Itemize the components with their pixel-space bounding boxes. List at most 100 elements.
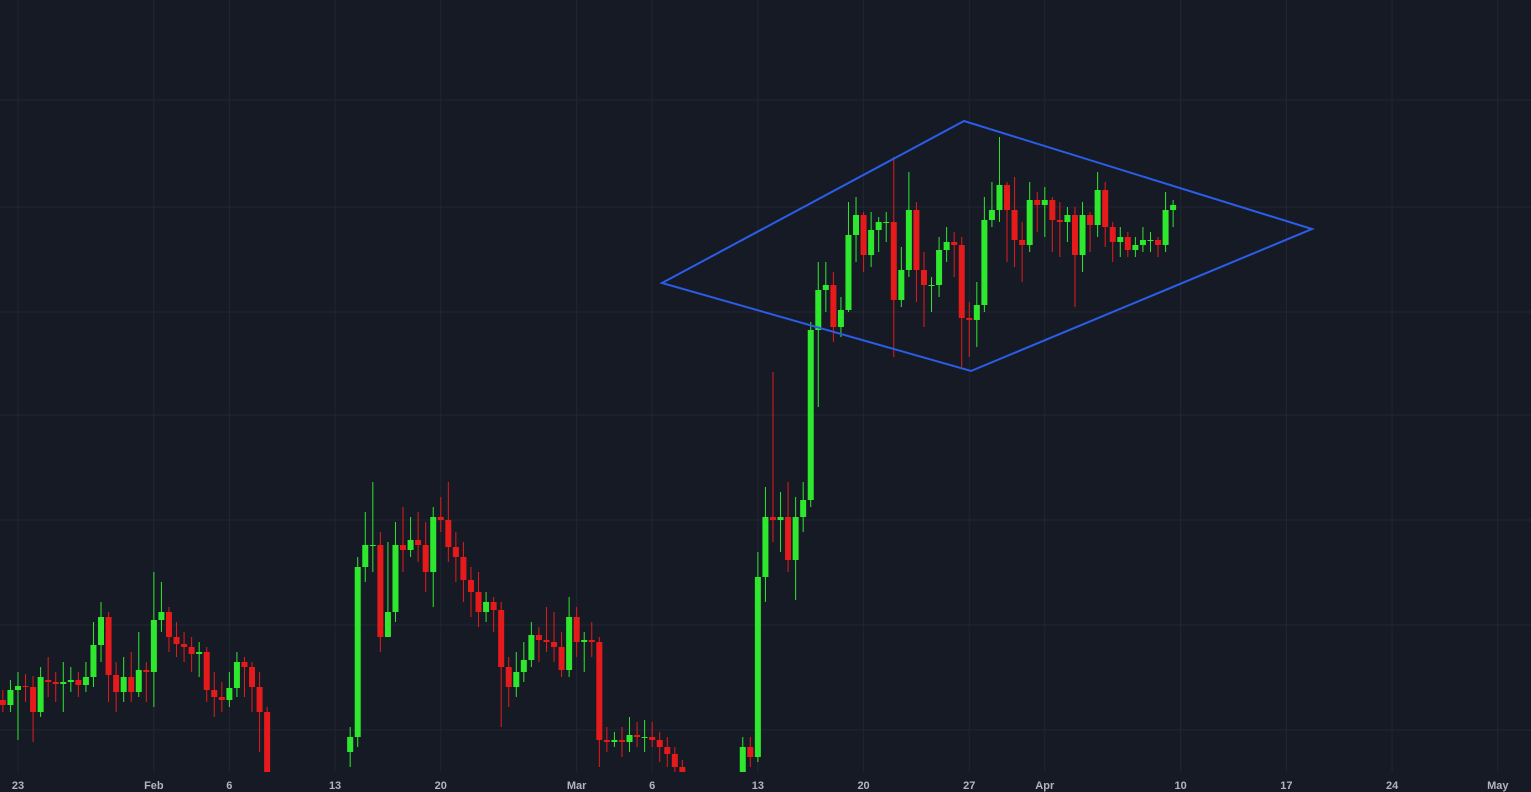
candle-body xyxy=(551,642,558,647)
candle-body xyxy=(218,697,225,700)
candle-body xyxy=(520,660,527,672)
candles xyxy=(0,137,1177,772)
candle-body xyxy=(460,557,467,580)
candle-body xyxy=(581,640,588,642)
candle-body xyxy=(596,642,603,740)
candle-body xyxy=(211,690,218,697)
candle-body xyxy=(1041,200,1048,205)
candle-body xyxy=(362,545,369,567)
candle-body xyxy=(1139,240,1146,245)
candle-body xyxy=(920,270,927,285)
candle-body xyxy=(535,635,542,640)
candle-body xyxy=(822,285,829,290)
candle-body xyxy=(241,662,248,667)
candle-body xyxy=(90,645,97,677)
candle-body xyxy=(498,610,505,667)
candle-body xyxy=(105,617,112,675)
candle-body xyxy=(951,242,958,245)
candle-body xyxy=(75,680,82,685)
x-tick-label: 17 xyxy=(1280,780,1292,792)
x-tick-label: 6 xyxy=(649,780,655,792)
candle-body xyxy=(467,580,474,592)
candle-body xyxy=(150,620,157,672)
candle-body xyxy=(0,700,6,705)
candle-body xyxy=(626,735,633,742)
candle-body xyxy=(37,677,44,712)
candle-body xyxy=(958,245,965,318)
candle-body xyxy=(883,222,890,223)
candle-body xyxy=(173,637,180,644)
candle-body xyxy=(14,686,21,690)
candle-body xyxy=(490,602,497,610)
candle-body xyxy=(188,647,195,654)
candle-body xyxy=(422,545,429,572)
candle-body xyxy=(1079,215,1086,255)
x-tick-label: Apr xyxy=(1035,780,1055,792)
candle-body xyxy=(853,215,860,235)
candle-body xyxy=(573,617,580,642)
candle-body xyxy=(369,545,376,546)
candle-body xyxy=(165,612,172,637)
candle-body xyxy=(988,210,995,220)
candle-body xyxy=(181,644,188,647)
candle-body xyxy=(996,185,1003,210)
x-tick-label: 6 xyxy=(226,780,232,792)
candle-body xyxy=(898,270,905,300)
candle-body xyxy=(513,672,520,687)
candle-body xyxy=(603,740,610,742)
candle-body xyxy=(249,667,256,687)
x-tick-label: 24 xyxy=(1386,780,1399,792)
candle-body xyxy=(7,690,14,705)
candle-body xyxy=(815,290,822,330)
candle-body xyxy=(1087,215,1094,225)
candle-body xyxy=(679,767,686,772)
candle-body xyxy=(1034,200,1041,205)
candle-body xyxy=(203,652,210,690)
candle-body xyxy=(943,242,950,250)
candle-body xyxy=(384,612,391,637)
candle-body xyxy=(830,285,837,327)
candle-body xyxy=(67,680,74,682)
candle-body xyxy=(936,250,943,285)
candle-body xyxy=(1109,227,1116,242)
candle-body xyxy=(754,577,761,757)
candle-body xyxy=(1132,245,1139,250)
candle-body xyxy=(528,635,535,660)
x-tick-label: 23 xyxy=(12,780,24,792)
x-tick-label: May xyxy=(1487,780,1509,792)
candle-body xyxy=(120,677,127,692)
candle-body xyxy=(45,680,52,682)
candle-body xyxy=(30,687,37,712)
candle-body xyxy=(113,675,120,692)
candle-body xyxy=(928,285,935,286)
candle-body xyxy=(981,220,988,305)
candle-body xyxy=(1011,210,1018,240)
candle-body xyxy=(566,617,573,670)
candle-body xyxy=(1071,215,1078,255)
x-tick-label: 13 xyxy=(329,780,341,792)
candle-body xyxy=(226,688,233,700)
candle-body xyxy=(739,747,746,772)
candle-body xyxy=(845,235,852,310)
candle-body xyxy=(505,667,512,687)
candle-body xyxy=(256,687,263,712)
candle-body xyxy=(392,545,399,612)
candle-body xyxy=(868,230,875,255)
candle-body xyxy=(377,545,384,637)
candle-body xyxy=(966,318,973,320)
candle-body xyxy=(649,737,656,740)
candle-body xyxy=(135,670,142,692)
x-tick-label: 13 xyxy=(752,780,764,792)
candle-body xyxy=(792,517,799,560)
candle-body xyxy=(400,545,407,550)
candle-body xyxy=(641,737,648,738)
x-tick-label: Mar xyxy=(567,780,587,792)
candle-body xyxy=(1147,240,1154,241)
candle-body xyxy=(656,740,663,747)
candle-body xyxy=(452,547,459,557)
candle-body xyxy=(98,617,105,645)
candle-body xyxy=(747,747,754,757)
candle-body xyxy=(1170,205,1177,210)
